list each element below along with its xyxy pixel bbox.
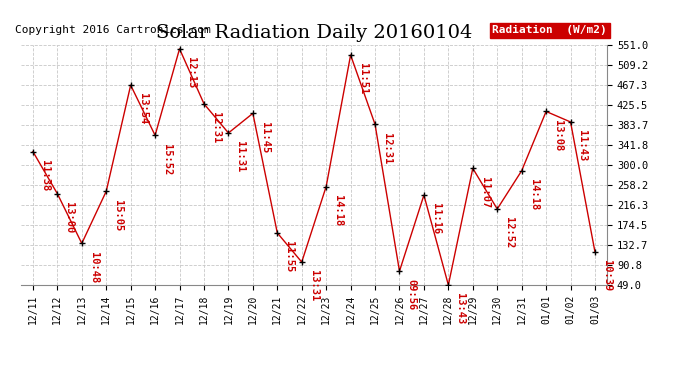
Text: 12:13: 12:13 [186,57,197,88]
Text: 13:54: 13:54 [137,93,148,125]
Text: 11:38: 11:38 [40,160,50,191]
Text: 09:56: 09:56 [406,279,417,311]
Text: 12:52: 12:52 [504,217,514,249]
Text: 11:31: 11:31 [235,141,246,172]
Text: 13:31: 13:31 [308,270,319,302]
Text: 11:16: 11:16 [431,204,441,235]
Text: 14:18: 14:18 [529,179,539,210]
Text: 14:18: 14:18 [333,195,343,226]
Title: Solar Radiation Daily 20160104: Solar Radiation Daily 20160104 [156,24,472,42]
Text: 11:55: 11:55 [284,241,294,273]
Text: Radiation  (W/m2): Radiation (W/m2) [493,26,607,35]
Text: 13:00: 13:00 [64,202,75,233]
Text: 11:51: 11:51 [357,63,368,94]
Text: 13:43: 13:43 [455,293,465,325]
Text: 11:07: 11:07 [480,177,490,208]
Text: 12:31: 12:31 [382,133,392,164]
Text: 11:43: 11:43 [578,130,587,162]
Text: 15:05: 15:05 [113,200,124,231]
Text: 15:52: 15:52 [162,144,172,175]
Text: Copyright 2016 Cartronics.com: Copyright 2016 Cartronics.com [15,26,210,35]
Text: 10:48: 10:48 [89,252,99,283]
Text: 12:31: 12:31 [211,112,221,143]
Text: 11:45: 11:45 [260,122,270,153]
Text: 10:39: 10:39 [602,260,612,292]
Text: 13:08: 13:08 [553,120,563,151]
